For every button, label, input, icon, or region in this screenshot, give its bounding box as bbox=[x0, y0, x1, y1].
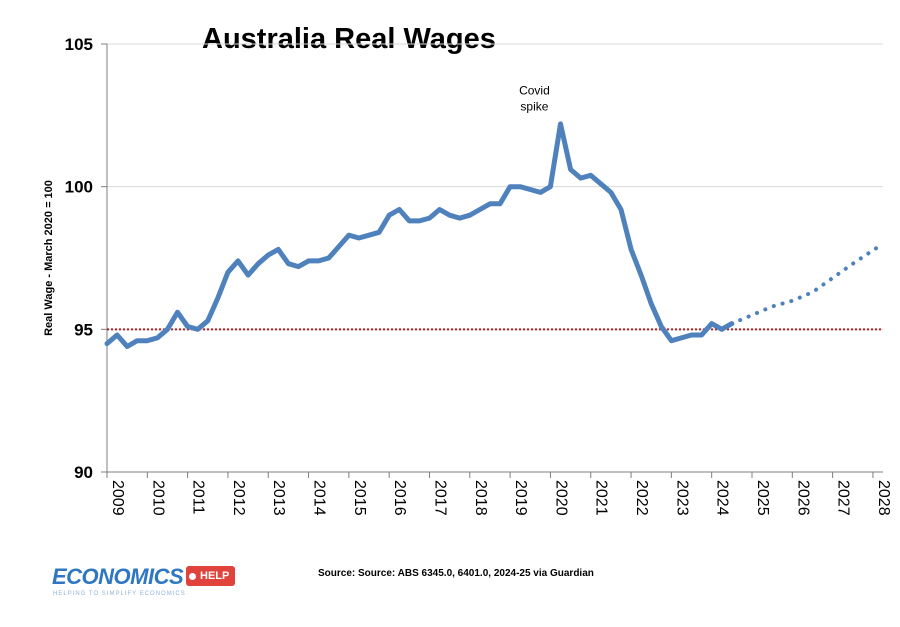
forecast-line bbox=[729, 241, 885, 326]
series-group bbox=[104, 121, 885, 349]
x-tick-label: 2020 bbox=[552, 480, 569, 516]
x-tick-label: 2018 bbox=[472, 480, 489, 516]
economics-help-logo: ECONOMICS HELP HELPING TO SIMPLIFY ECONO… bbox=[52, 564, 242, 604]
x-tick-label: 2015 bbox=[351, 480, 368, 516]
x-tick-label: 2025 bbox=[754, 480, 771, 516]
x-tick-labels: 2009 2010 2011 2012 2013 2014 2015 2016 2017 2018… bbox=[106, 472, 892, 516]
y-tick-label: 105 bbox=[65, 35, 93, 54]
logo-dot-icon bbox=[189, 573, 196, 580]
y-tick-labels: 90 95 100 105 bbox=[65, 35, 93, 482]
annotation-line: spike bbox=[520, 99, 548, 113]
x-tick-label: 2024 bbox=[714, 480, 731, 516]
y-axis-label: Real Wage - March 2020 = 100 bbox=[43, 180, 55, 336]
real-wage-line bbox=[104, 121, 735, 349]
x-tick-label: 2027 bbox=[835, 480, 852, 516]
logo-tagline: HELPING TO SIMPLIFY ECONOMICS bbox=[53, 591, 186, 597]
chart-title: Australia Real Wages bbox=[202, 23, 496, 55]
annotation-line: Covid bbox=[519, 83, 550, 97]
covid-spike-annotation: Covid spike bbox=[519, 83, 550, 113]
x-tick-label: 2026 bbox=[794, 480, 811, 516]
x-tick-label: 2022 bbox=[633, 480, 650, 516]
x-tick-label: 2028 bbox=[875, 480, 892, 516]
x-tick-label: 2013 bbox=[270, 480, 287, 516]
x-tick-label: 2009 bbox=[109, 480, 126, 516]
source-note: Source: Source: ABS 6345.0, 6401.0, 2024… bbox=[318, 568, 594, 579]
x-tick-label: 2017 bbox=[431, 480, 448, 516]
x-tick-label: 2023 bbox=[673, 480, 690, 516]
x-tick-label: 2021 bbox=[593, 480, 610, 516]
x-tick-label: 2016 bbox=[391, 480, 408, 516]
gridlines bbox=[101, 43, 883, 473]
x-tick-label: 2010 bbox=[149, 480, 166, 516]
y-tick-label: 100 bbox=[65, 178, 93, 197]
annotations: Covid spike bbox=[519, 83, 550, 113]
x-tick-label: 2011 bbox=[190, 480, 207, 515]
y-tick-label: 90 bbox=[74, 463, 93, 482]
x-tick-label: 2019 bbox=[512, 480, 529, 516]
x-tick-label: 2012 bbox=[230, 480, 247, 516]
x-tick-label: 2014 bbox=[311, 480, 328, 516]
logo-badge: HELP bbox=[186, 566, 236, 586]
logo-main-text: ECONOMICS bbox=[52, 564, 184, 589]
axes bbox=[106, 44, 883, 473]
y-tick-label: 95 bbox=[74, 320, 93, 339]
